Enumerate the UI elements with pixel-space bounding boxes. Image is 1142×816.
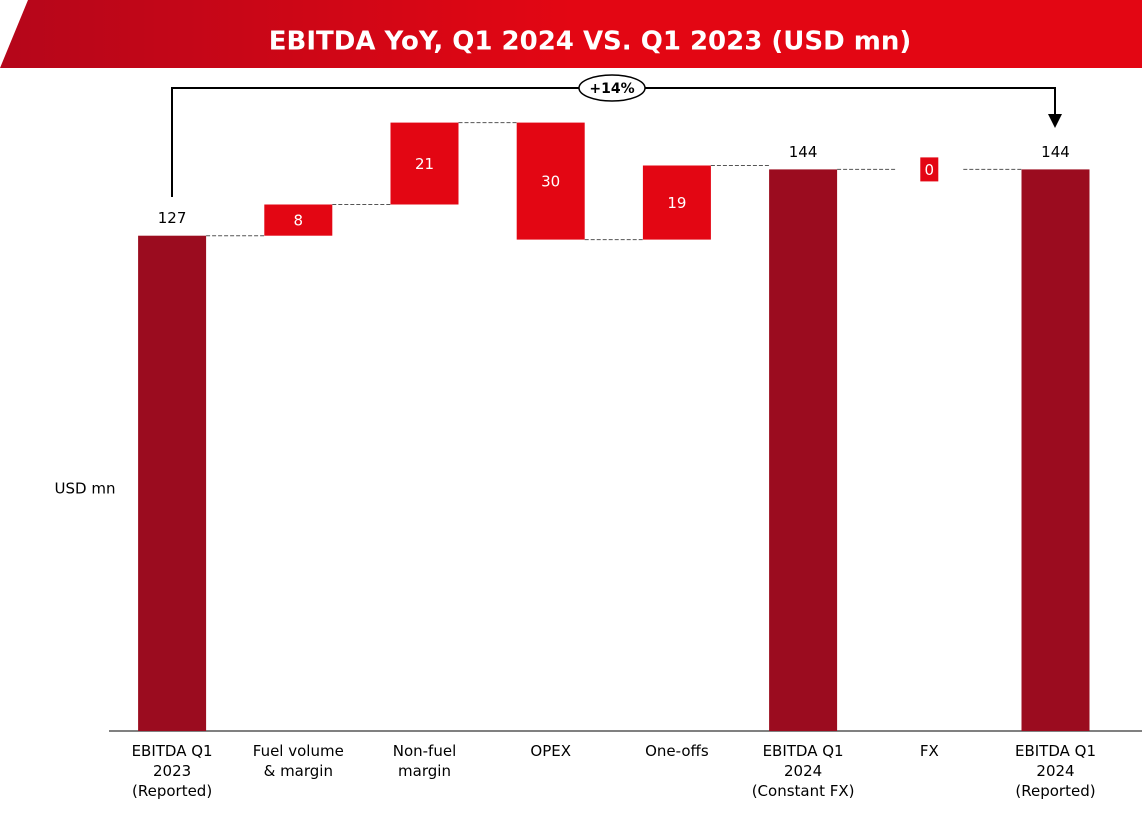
x-tick-label: EBITDA Q1 2024 (Constant FX) [752,742,855,800]
y-axis-label: USD mn [55,480,116,498]
bar [642,165,711,240]
bar [390,122,459,205]
bar [516,122,585,240]
chart-title: EBITDA YoY, Q1 2024 VS. Q1 2023 (USD mn) [269,27,911,57]
value-label: 144 [1041,143,1070,161]
x-tick-label: Non-fuel margin [393,742,457,780]
value-label: 19 [667,194,686,212]
value-label: 30 [541,173,560,191]
value-label: 8 [294,212,304,230]
x-tick-label: OPEX [530,742,571,760]
bar [264,204,333,236]
annotation: +14% [589,81,634,97]
x-tick-label: One-offs [645,742,709,760]
x-tick-label: FX [920,742,939,760]
value-label: 21 [415,155,434,173]
value-label: 0 [925,161,935,179]
bar [138,235,207,731]
value-label: 144 [789,143,818,161]
arrow-head [1048,114,1062,128]
bar [1021,169,1090,731]
x-tick-label: Fuel volume & margin [253,742,344,780]
annotation-bubble [578,74,646,102]
x-tick-label: EBITDA Q1 2024 (Reported) [1015,742,1096,800]
title-banner [0,0,1142,68]
value-label: 127 [158,209,187,227]
label-box [920,157,939,182]
x-tick-label: EBITDA Q1 2023 (Reported) [132,742,213,800]
bar [769,169,838,731]
